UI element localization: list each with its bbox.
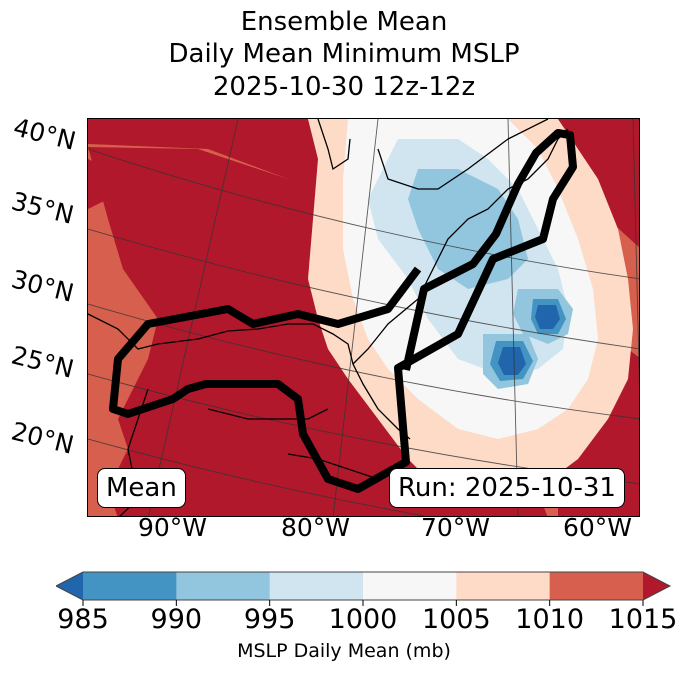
probability-outline	[109, 129, 577, 493]
colorbar	[56, 571, 672, 606]
lon-label-80w: 80°W	[281, 513, 351, 542]
colorbar-tick-label: 995	[243, 604, 296, 635]
colorbar-tick-label: 1000	[328, 604, 398, 635]
lon-label-60w: 60°W	[563, 513, 633, 542]
colorbar-extend-under	[56, 572, 83, 600]
title-line-3: 2025-10-30 12z-12z	[212, 72, 476, 102]
lon-label-90w: 90°W	[138, 513, 208, 542]
run-date-box: Run: 2025-10-31	[389, 468, 625, 508]
colorbar-tick-label: 985	[57, 604, 109, 635]
colorbar-bin-1010-1015	[549, 572, 644, 600]
field-above-1015-se	[589, 395, 639, 516]
colorbar-tick-label: 1005	[421, 604, 491, 635]
field-below-985-b	[498, 347, 526, 375]
coastlines	[88, 119, 569, 516]
colorbar-label: MSLP Daily Mean (mb)	[237, 640, 451, 662]
colorbar-tick-label: 1015	[608, 604, 678, 635]
lat-label-25n: 25°N	[8, 340, 77, 384]
colorbar-bin-990-995	[176, 572, 271, 600]
colorbar-bin-985-990	[83, 572, 177, 600]
colorbar-bin-1000-1005	[363, 572, 457, 600]
map-panel[interactable]: Mean Run: 2025-10-31	[87, 118, 640, 517]
colorbar-bin-995-1000	[269, 572, 364, 600]
colorbar-tick-label: 1010	[515, 604, 585, 635]
lat-label-40n: 40°N	[10, 112, 79, 156]
mean-label-box: Mean	[97, 468, 186, 508]
title-line-2: Daily Mean Minimum MSLP	[168, 39, 520, 69]
colorbar-extend-over	[643, 572, 670, 600]
lat-label-20n: 20°N	[8, 416, 77, 460]
lat-label-35n: 35°N	[8, 186, 77, 230]
title-line-1: Ensemble Mean	[240, 7, 448, 37]
colorbar-tick-label: 990	[150, 604, 203, 635]
lon-label-70w: 70°W	[421, 513, 491, 542]
field-below-985-a	[535, 305, 560, 329]
lat-label-30n: 30°N	[8, 264, 77, 308]
colorbar-bin-1005-1010	[456, 572, 551, 600]
